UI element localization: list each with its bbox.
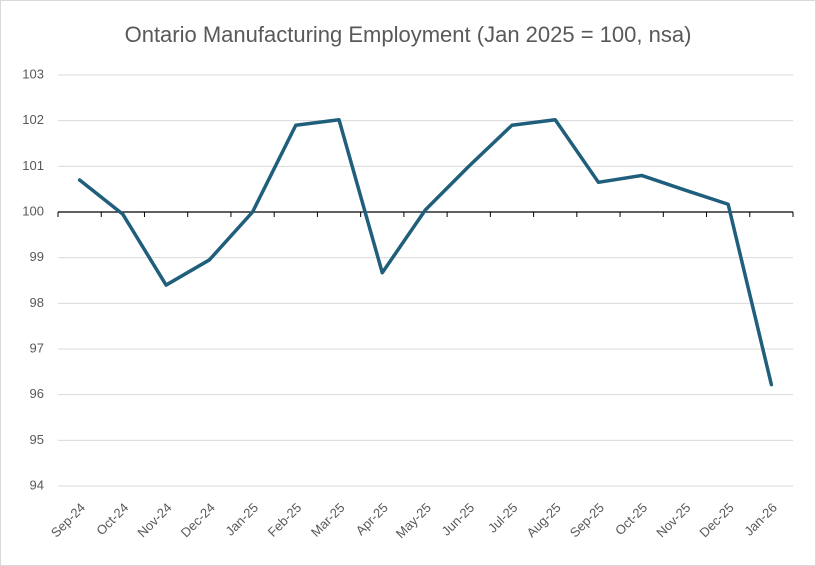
y-tick-label: 101 [22, 158, 44, 173]
y-tick-label: 103 [22, 66, 44, 81]
y-tick-label: 95 [30, 432, 44, 447]
y-tick-label: 98 [30, 295, 44, 310]
y-tick-label: 94 [30, 477, 44, 492]
chart-title: Ontario Manufacturing Employment (Jan 20… [125, 22, 692, 47]
y-tick-label: 97 [30, 340, 44, 355]
data-line [77, 118, 774, 387]
y-tick-label: 99 [30, 249, 44, 264]
y-tick-label: 96 [30, 386, 44, 401]
y-tick-label: 102 [22, 112, 44, 127]
y-tick-label: 100 [22, 203, 44, 218]
